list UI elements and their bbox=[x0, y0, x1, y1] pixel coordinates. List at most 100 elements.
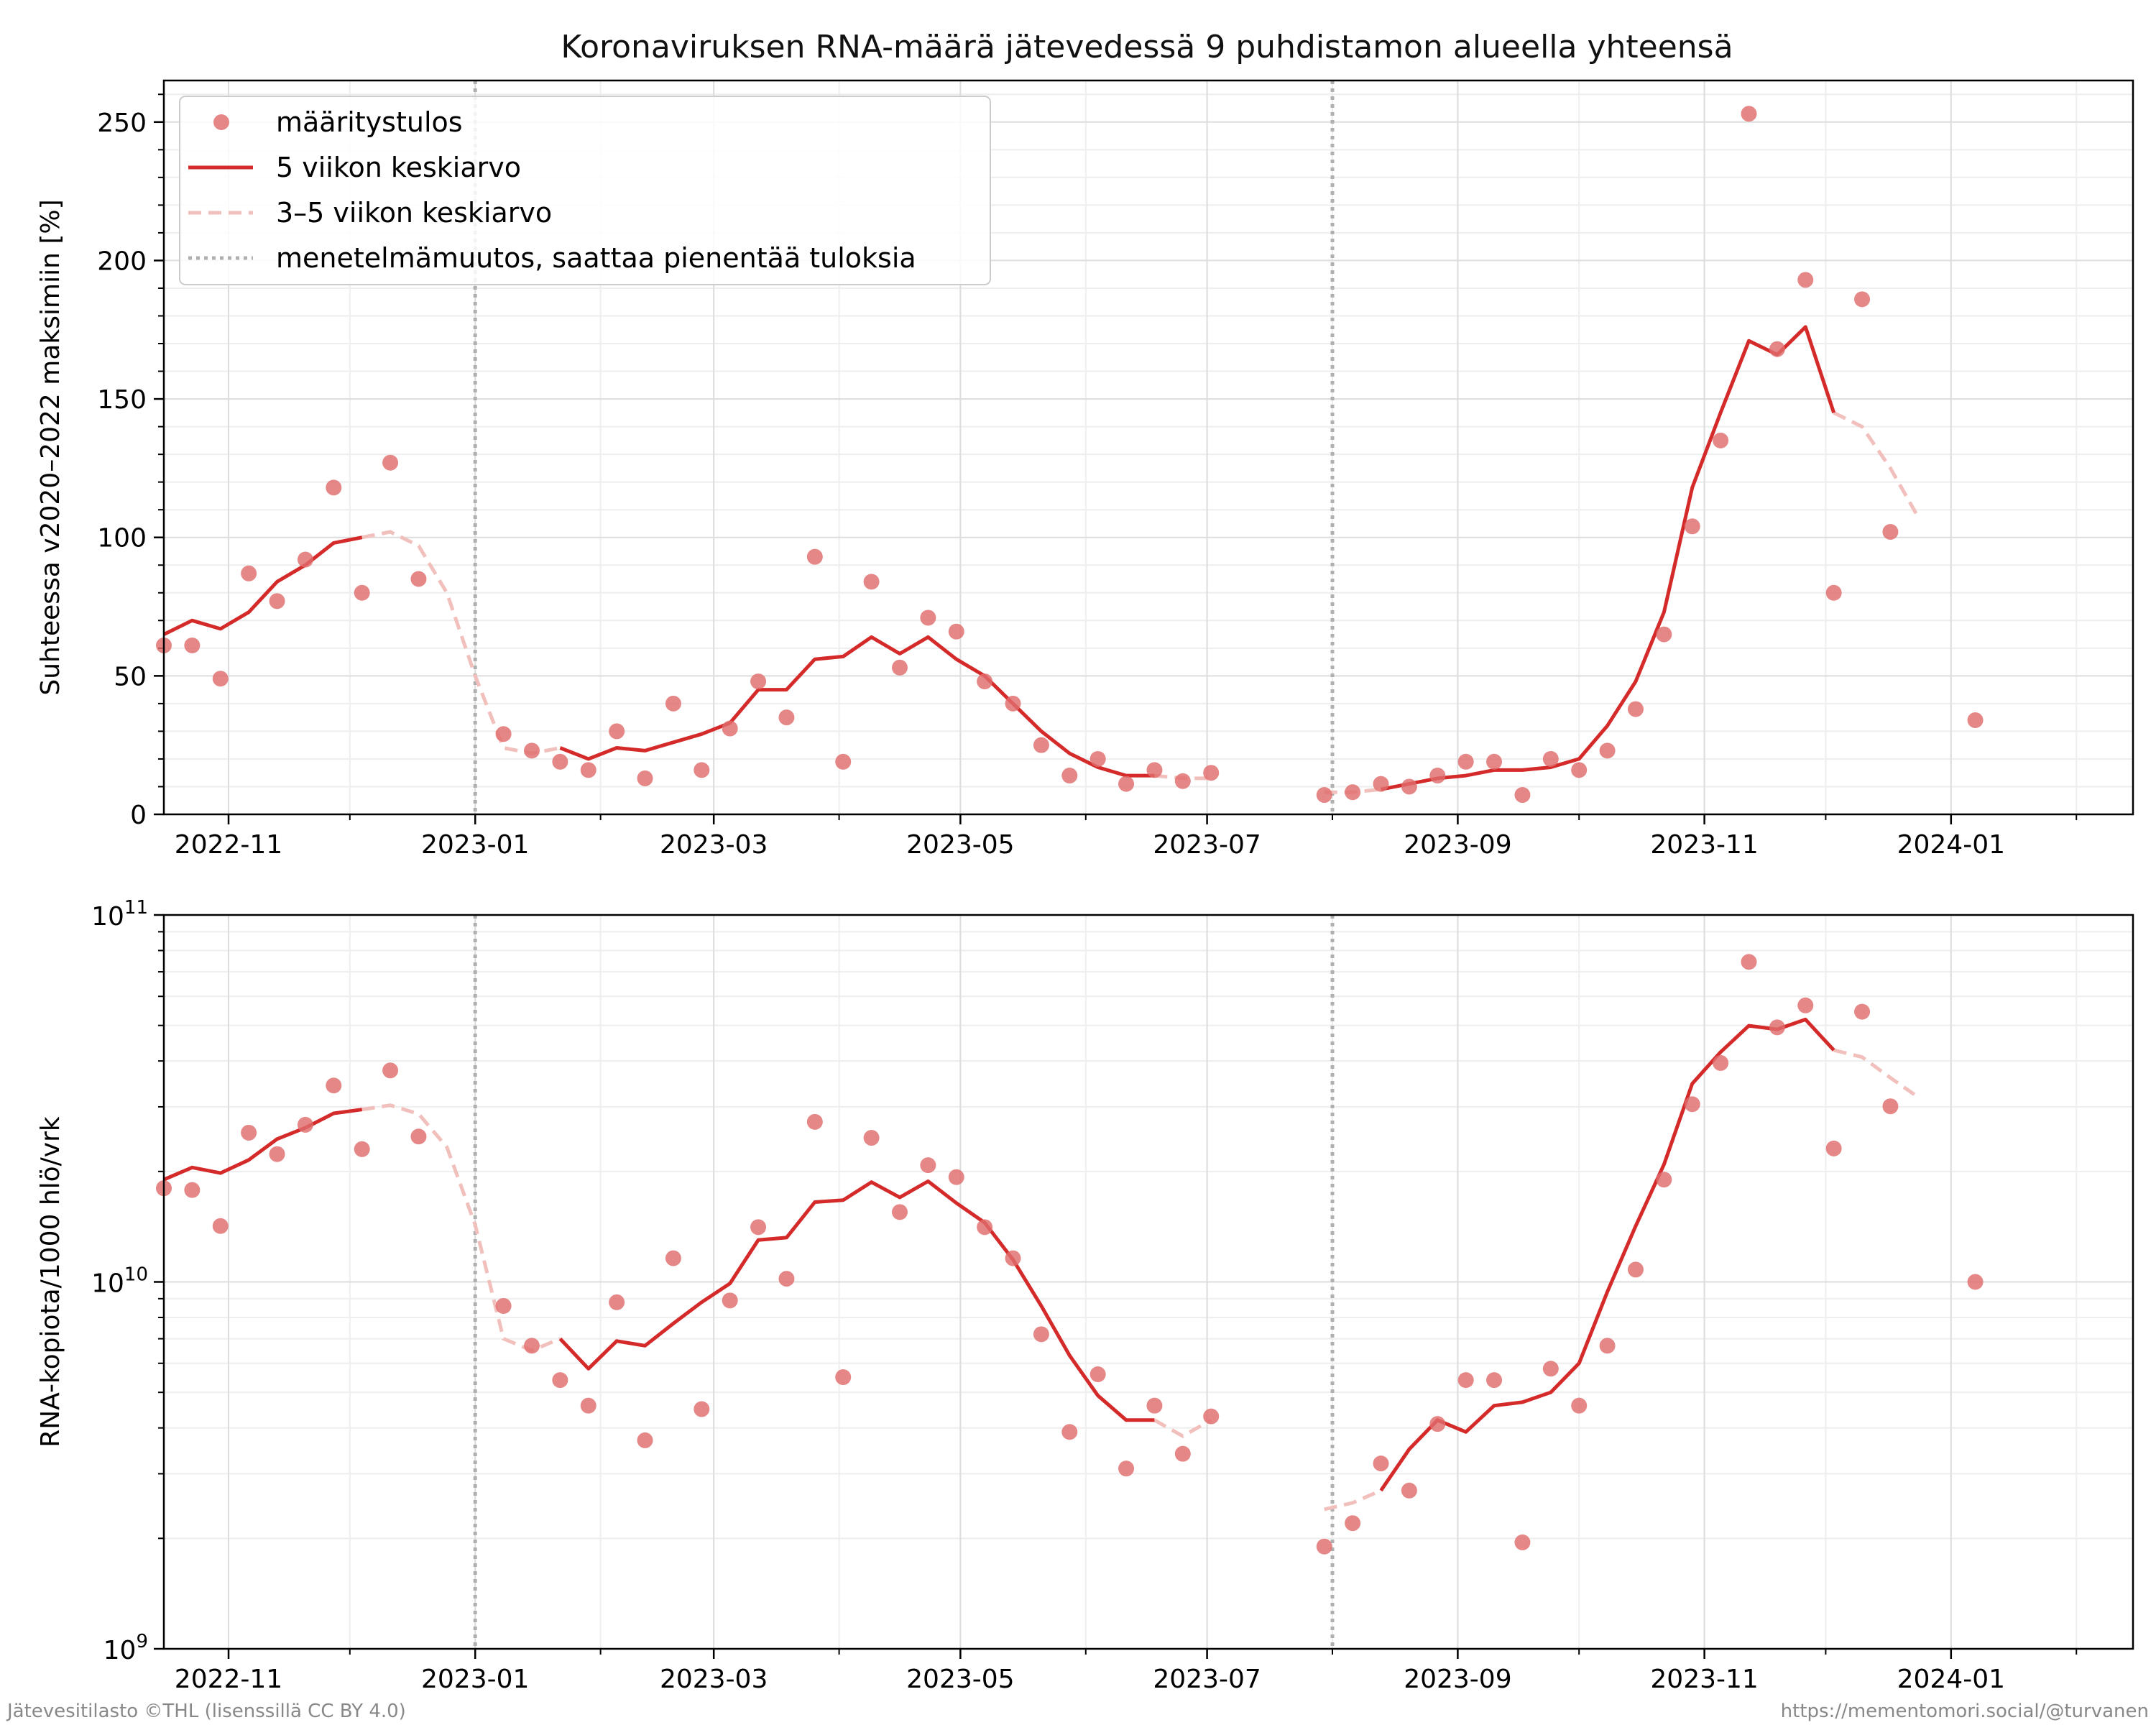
data-point bbox=[1429, 1416, 1446, 1432]
data-point bbox=[1118, 1460, 1135, 1477]
data-point bbox=[1627, 1261, 1644, 1278]
y-tick-label: 200 bbox=[97, 247, 147, 276]
data-point bbox=[184, 637, 201, 653]
data-point bbox=[580, 762, 596, 778]
y-tick-label: 250 bbox=[97, 109, 147, 138]
data-point bbox=[184, 1182, 201, 1198]
data-point bbox=[778, 1271, 795, 1287]
data-point bbox=[1542, 750, 1559, 767]
data-point bbox=[863, 1130, 880, 1146]
data-point bbox=[326, 479, 342, 496]
data-point bbox=[1061, 768, 1078, 784]
data-point bbox=[1713, 1054, 1729, 1071]
y-tick-label: 1010 bbox=[91, 1264, 148, 1299]
x-tick-label: 2023-09 bbox=[1404, 1665, 1511, 1694]
data-point bbox=[212, 671, 229, 687]
legend: määritystulos 5 viikon keskiarvo 3–5 viiko… bbox=[179, 96, 991, 285]
data-point bbox=[1316, 1538, 1332, 1555]
x-tick-label: 2023-11 bbox=[1650, 830, 1758, 860]
data-point bbox=[750, 673, 767, 690]
data-point bbox=[920, 1157, 936, 1174]
data-point bbox=[1854, 291, 1871, 308]
data-point bbox=[1486, 1372, 1503, 1389]
data-point bbox=[241, 565, 257, 581]
data-point bbox=[495, 1297, 512, 1314]
data-point bbox=[297, 1116, 313, 1133]
data-point bbox=[382, 454, 399, 471]
data-point bbox=[1967, 712, 1984, 729]
chart-title: Koronaviruksen RNA-määrä jätevedessä 9 p… bbox=[561, 29, 1733, 65]
data-point bbox=[212, 1218, 229, 1234]
data-point bbox=[1571, 762, 1588, 778]
data-point bbox=[977, 1219, 993, 1236]
data-point bbox=[1203, 765, 1220, 781]
data-point bbox=[269, 1146, 285, 1162]
series-3-5-week-average bbox=[1153, 1418, 1212, 1438]
data-point bbox=[1174, 773, 1191, 789]
data-point bbox=[410, 571, 427, 587]
data-point bbox=[1967, 1274, 1984, 1290]
data-point bbox=[1797, 997, 1814, 1013]
x-tick-label: 2023-03 bbox=[660, 1665, 768, 1694]
data-point bbox=[1769, 341, 1785, 357]
data-point bbox=[1599, 742, 1616, 759]
series-5-week-average bbox=[1381, 325, 1836, 791]
data-point bbox=[1514, 1534, 1531, 1550]
data-point bbox=[523, 1338, 540, 1354]
x-tick-label: 2023-07 bbox=[1153, 1665, 1261, 1694]
data-point bbox=[523, 742, 540, 759]
data-point bbox=[1089, 750, 1106, 767]
data-point bbox=[1005, 1250, 1021, 1266]
y-axis-label: RNA-kopiota/1000 hlö/vrk bbox=[36, 1116, 65, 1448]
x-tick-label: 2023-07 bbox=[1153, 830, 1261, 860]
data-point bbox=[722, 1292, 738, 1309]
data-point bbox=[948, 623, 964, 640]
x-tick-label: 2023-05 bbox=[906, 830, 1014, 860]
data-point bbox=[1514, 787, 1531, 804]
top-panel: 2022-11 2023-01 2023-03 2023-05 2023-07 2023-… bbox=[36, 79, 2134, 860]
data-point bbox=[1882, 524, 1899, 540]
data-point bbox=[1825, 1140, 1842, 1156]
x-tick-label: 2023-03 bbox=[660, 830, 768, 860]
data-point bbox=[1146, 1397, 1163, 1414]
data-point bbox=[891, 1204, 908, 1220]
legend-label: 5 viikon keskiarvo bbox=[276, 152, 521, 183]
data-point bbox=[665, 1250, 681, 1266]
data-point bbox=[354, 584, 370, 601]
data-point bbox=[863, 574, 880, 590]
data-point bbox=[1457, 1372, 1474, 1389]
data-point bbox=[495, 726, 512, 742]
series-5-week-average bbox=[559, 635, 1155, 778]
data-point bbox=[1174, 1445, 1191, 1462]
data-point bbox=[1627, 701, 1644, 717]
data-point bbox=[1486, 753, 1503, 770]
data-point bbox=[1882, 1098, 1899, 1115]
x-tick-label: 2023-09 bbox=[1404, 830, 1511, 860]
data-point bbox=[382, 1062, 399, 1079]
data-point bbox=[750, 1219, 767, 1236]
data-point bbox=[948, 1169, 964, 1185]
data-point bbox=[1599, 1338, 1616, 1354]
data-point bbox=[1316, 787, 1332, 804]
data-point bbox=[241, 1124, 257, 1141]
data-point bbox=[806, 548, 823, 565]
x-tick-label: 2022-11 bbox=[175, 830, 282, 860]
data-point bbox=[1741, 954, 1757, 970]
x-tick-label: 2023-05 bbox=[906, 1665, 1014, 1694]
y-tick-label: 1011 bbox=[91, 897, 148, 932]
series-3-5-week-average bbox=[1833, 1048, 1920, 1100]
y-tick-label: 50 bbox=[114, 662, 147, 691]
data-point bbox=[297, 551, 313, 568]
x-tick-label: 2023-01 bbox=[421, 830, 529, 860]
series-5-week-average bbox=[162, 535, 363, 636]
data-point bbox=[354, 1141, 370, 1157]
data-point bbox=[269, 593, 285, 610]
data-point bbox=[920, 610, 936, 626]
legend-label: 3–5 viikon keskiarvo bbox=[276, 197, 552, 229]
data-point bbox=[1373, 776, 1389, 792]
data-point bbox=[778, 709, 795, 726]
data-point bbox=[1345, 1515, 1361, 1532]
legend-marker-points bbox=[213, 114, 229, 130]
data-point bbox=[1769, 1019, 1785, 1036]
series-3-5-week-average bbox=[1833, 411, 1920, 519]
